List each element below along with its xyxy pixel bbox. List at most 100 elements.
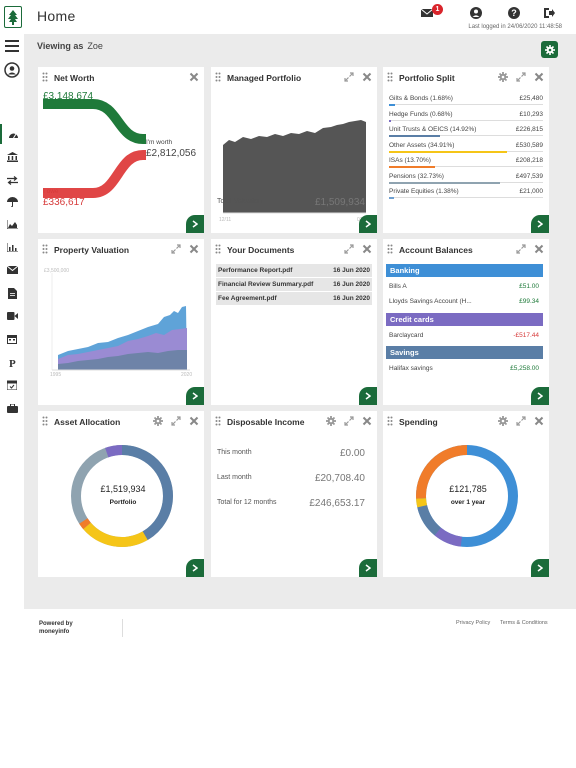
expand-icon[interactable]	[344, 244, 354, 254]
expand-icon[interactable]	[516, 416, 526, 426]
expand-icon[interactable]	[516, 244, 526, 254]
expand-icon[interactable]	[344, 72, 354, 82]
managed-portfolio-card: Managed Portfolio 12/11 01/20 Total Valu…	[211, 67, 377, 233]
sidebar-item-messages[interactable]	[0, 260, 24, 280]
sidebar-item-dashboard[interactable]	[0, 124, 24, 144]
account-row[interactable]: Halifax savings £5,258.00	[389, 365, 539, 372]
account-row[interactable]: Barclaycard -£517.44	[389, 332, 539, 339]
bank-icon	[6, 152, 18, 162]
card-title: Net Worth	[54, 73, 95, 83]
allocation-donut	[71, 445, 173, 547]
viewing-as-name[interactable]: Zoe	[87, 41, 103, 51]
open-card-button[interactable]	[186, 559, 204, 577]
sidebar-item-tasks[interactable]	[0, 375, 24, 395]
split-bar	[389, 181, 543, 184]
sidebar-item-investments[interactable]	[0, 214, 24, 234]
sidebar-item-reports[interactable]	[0, 237, 24, 257]
sidebar-item-video[interactable]	[0, 306, 24, 326]
top-header: Home 1 ? Last logged in 24/06/2020 11:48…	[0, 0, 576, 34]
sidebar-item-bank[interactable]	[0, 147, 24, 167]
document-row[interactable]: Financial Review Summary.pdf 16 Jun 2020	[216, 278, 372, 291]
close-icon[interactable]	[189, 72, 199, 82]
split-row[interactable]: Gilts & Bonds (1.68%) £25,480	[389, 94, 543, 110]
asset-allocation-card: Asset Allocation £1,519,934 Portfolio	[38, 411, 204, 577]
open-card-button[interactable]	[531, 215, 549, 233]
expand-icon[interactable]	[344, 416, 354, 426]
split-row[interactable]: Hedge Funds (0.68%) £10,293	[389, 110, 543, 126]
close-icon[interactable]	[534, 416, 544, 426]
bar-chart-icon	[6, 242, 18, 252]
drag-handle-icon[interactable]	[42, 244, 48, 254]
expand-icon[interactable]	[171, 416, 181, 426]
drag-handle-icon[interactable]	[387, 72, 393, 82]
open-card-button[interactable]	[186, 215, 204, 233]
sidebar-item-assets[interactable]	[0, 398, 24, 418]
footer: Powered by moneyinfo Privacy Policy Term…	[24, 609, 576, 649]
close-icon[interactable]	[362, 72, 372, 82]
donut-value: £1,519,934	[100, 484, 146, 494]
drag-handle-icon[interactable]	[387, 416, 393, 426]
close-icon[interactable]	[362, 244, 372, 254]
split-bar	[389, 150, 543, 153]
open-card-button[interactable]	[531, 387, 549, 405]
account-row[interactable]: Lloyds Savings Account (H... £99.34	[389, 298, 539, 305]
card-title: Account Balances	[399, 245, 473, 255]
drag-handle-icon[interactable]	[215, 244, 221, 254]
account-row[interactable]: Bills A £51.00	[389, 283, 539, 290]
split-row[interactable]: Pensions (32.73%) £497,539	[389, 172, 543, 188]
terms-link[interactable]: Terms & Conditions	[500, 620, 548, 626]
chevron-right-icon	[365, 392, 371, 400]
close-icon[interactable]	[534, 244, 544, 254]
close-icon[interactable]	[534, 72, 544, 82]
privacy-policy-link[interactable]: Privacy Policy	[456, 620, 491, 626]
open-card-button[interactable]	[359, 387, 377, 405]
split-row[interactable]: Other Assets (34.91%) £530,589	[389, 141, 543, 157]
help-icon[interactable]: ?	[507, 6, 521, 20]
x-end-label: 2020	[181, 372, 193, 378]
sidebar-item-documents[interactable]	[0, 283, 24, 303]
disposable-income-card: Disposable Income This month £0.00 Last …	[211, 411, 377, 577]
split-row[interactable]: Private Equities (1.38%) £21,000	[389, 187, 543, 203]
gear-icon[interactable]	[498, 416, 508, 426]
document-row[interactable]: Fee Agreement.pdf 16 Jun 2020	[216, 292, 372, 305]
open-card-button[interactable]	[359, 215, 377, 233]
gear-icon[interactable]	[153, 416, 163, 426]
dashboard-settings-button[interactable]	[541, 41, 558, 58]
banking-header: Banking	[386, 264, 543, 277]
tree-logo-icon[interactable]	[4, 6, 22, 28]
document-row[interactable]: Performance Report.pdf 16 Jun 2020	[216, 264, 372, 277]
close-icon[interactable]	[362, 416, 372, 426]
gear-icon[interactable]	[498, 72, 508, 82]
net-worth-card: Net Worth £3,148,674 I own I'm worth £2,…	[38, 67, 204, 233]
split-row[interactable]: Unit Trusts & OEICS (14.92%) £226,815	[389, 125, 543, 141]
close-icon[interactable]	[189, 416, 199, 426]
drag-handle-icon[interactable]	[42, 72, 48, 82]
sidebar-item-insurance[interactable]	[0, 192, 24, 212]
chevron-right-icon	[192, 220, 198, 228]
profile-icon[interactable]	[0, 60, 24, 80]
drag-handle-icon[interactable]	[215, 72, 221, 82]
drag-handle-icon[interactable]	[42, 416, 48, 426]
close-icon[interactable]	[189, 244, 199, 254]
menu-icon[interactable]	[0, 36, 24, 56]
sidebar-item-calendar[interactable]	[0, 329, 24, 349]
split-value: £530,589	[515, 141, 543, 149]
open-card-button[interactable]	[359, 559, 377, 577]
open-card-button[interactable]	[531, 559, 549, 577]
logout-icon[interactable]	[542, 6, 556, 20]
chevron-right-icon	[537, 220, 543, 228]
split-name: ISAs (13.70%)	[389, 157, 431, 164]
expand-icon[interactable]	[171, 244, 181, 254]
split-fill	[389, 181, 500, 184]
user-icon[interactable]	[469, 6, 483, 20]
sidebar-item-transfers[interactable]	[0, 170, 24, 190]
split-row[interactable]: ISAs (13.70%) £208,218	[389, 156, 543, 172]
expand-icon[interactable]	[516, 72, 526, 82]
property-area-chart	[51, 273, 190, 371]
open-card-button[interactable]	[186, 387, 204, 405]
drag-handle-icon[interactable]	[387, 244, 393, 254]
mail-icon[interactable]	[420, 6, 434, 20]
drag-handle-icon[interactable]	[215, 416, 221, 426]
sidebar-item-pension[interactable]: P	[0, 352, 24, 372]
gear-icon[interactable]	[326, 416, 336, 426]
